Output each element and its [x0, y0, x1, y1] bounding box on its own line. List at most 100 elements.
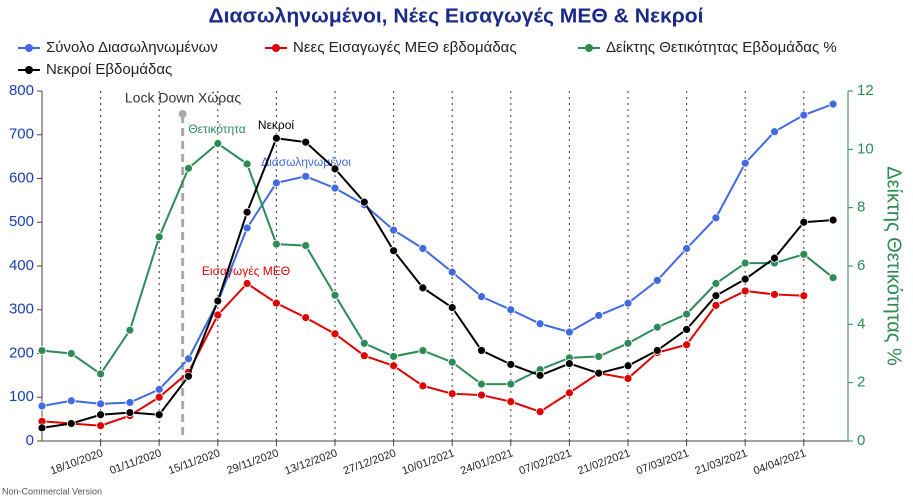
data-point: [37, 346, 47, 355]
data-point: [66, 349, 76, 358]
data-point: [477, 346, 486, 355]
data-point: [418, 346, 428, 355]
data-point: [96, 369, 105, 379]
y-tick-label: 600: [9, 169, 34, 186]
legend-marker: [585, 44, 593, 52]
data-point: [711, 279, 721, 288]
series-line: [41, 142, 834, 386]
data-point: [301, 313, 311, 323]
data-point: [565, 359, 574, 368]
data-point: [682, 309, 691, 319]
data-point: [799, 217, 809, 227]
data-point: [711, 213, 721, 223]
data-point: [594, 368, 604, 378]
data-point: [242, 223, 252, 233]
data-point: [37, 401, 47, 411]
data-point: [154, 384, 164, 394]
y-tick-label: 500: [9, 213, 34, 230]
data-point: [96, 421, 105, 431]
lockdown-dot: [178, 110, 187, 118]
data-point: [242, 207, 252, 217]
x-tick-label: 27/12/2020: [342, 447, 398, 477]
x-tick-label: 24/01/2021: [459, 447, 515, 477]
data-point: [359, 338, 369, 348]
data-point: [682, 340, 691, 350]
data-point: [301, 241, 311, 250]
data-point: [96, 399, 105, 409]
data-point: [652, 322, 662, 332]
annotation: Θετικότητα: [188, 122, 245, 136]
y2-axis-label: Δείκτης Θετικότητας %: [883, 166, 905, 366]
legend-label: Σύνολο Διασωληνωμένων: [46, 39, 218, 56]
data-point: [623, 338, 633, 348]
y-tick-label: 200: [9, 344, 34, 361]
legend-marker: [25, 66, 33, 74]
y-tick-label: 800: [9, 82, 34, 99]
data-point: [506, 305, 516, 315]
data-point: [477, 390, 486, 400]
data-point: [799, 249, 809, 259]
data-point: [154, 392, 164, 402]
data-point: [740, 286, 750, 296]
y-tick-label: 300: [9, 301, 34, 318]
data-point: [477, 292, 486, 302]
data-point: [652, 276, 662, 285]
data-point: [389, 352, 399, 361]
data-point: [330, 329, 340, 339]
data-point: [623, 374, 633, 383]
y2-tick-label: 2: [857, 374, 865, 391]
x-tick-label: 21/03/2021: [693, 447, 749, 477]
data-point: [799, 110, 809, 120]
x-tick-label: 21/02/2021: [576, 447, 632, 477]
data-point: [740, 274, 750, 284]
data-point: [330, 290, 340, 300]
x-tick-label: 07/02/2021: [518, 447, 574, 477]
data-point: [359, 351, 369, 361]
data-point: [125, 398, 135, 407]
data-point: [125, 408, 135, 417]
data-point: [184, 354, 193, 364]
x-tick-label: 29/11/2020: [225, 447, 280, 477]
data-point: [242, 159, 252, 169]
y-tick-label: 100: [9, 388, 34, 405]
data-point: [447, 389, 457, 399]
data-point: [594, 311, 604, 320]
data-point: [506, 360, 516, 369]
data-point: [271, 298, 281, 308]
data-point: [506, 397, 516, 407]
data-point: [389, 225, 399, 235]
data-point: [682, 244, 691, 253]
x-tick-label: 07/03/2021: [635, 447, 691, 477]
data-point: [213, 310, 223, 320]
x-tick-label: 13/12/2020: [283, 447, 339, 477]
data-point: [447, 303, 457, 312]
data-point: [96, 410, 105, 420]
data-point: [66, 396, 76, 406]
data-point: [418, 244, 428, 253]
data-point: [770, 290, 779, 299]
legend-label: Δείκτης Θετικότητας Εβδομάδας %: [606, 39, 837, 56]
data-point: [154, 232, 164, 242]
data-point: [242, 279, 252, 288]
data-point: [389, 246, 399, 256]
data-point: [184, 163, 193, 173]
data-point: [623, 298, 633, 308]
data-point: [271, 133, 281, 143]
data-point: [770, 127, 779, 137]
data-point: [184, 371, 193, 381]
data-point: [154, 410, 164, 420]
x-tick-label: 18/10/2020: [49, 447, 105, 477]
legend-label: Νεες Εισαγωγές ΜΕΘ εβδομάδας: [293, 39, 517, 56]
data-point: [447, 357, 457, 367]
annotation: Διασωληνωμένοι: [261, 155, 351, 169]
y2-tick-label: 0: [857, 432, 865, 449]
data-point: [125, 325, 135, 335]
data-point: [799, 291, 809, 301]
data-point: [301, 171, 311, 181]
data-point: [447, 267, 457, 277]
data-point: [506, 379, 516, 389]
data-point: [565, 388, 574, 398]
data-point: [828, 273, 838, 283]
legend-marker: [272, 44, 280, 52]
data-point: [565, 327, 574, 337]
